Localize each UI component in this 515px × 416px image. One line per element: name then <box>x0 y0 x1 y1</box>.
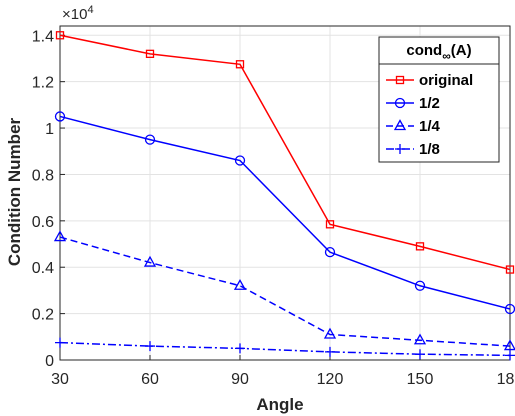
y-axis-label: Condition Number <box>5 117 24 266</box>
series-line <box>59 341 511 357</box>
data-point <box>415 242 425 251</box>
legend-marker <box>393 119 407 131</box>
x-tick-label: 180 <box>497 371 515 388</box>
data-point <box>143 255 157 267</box>
y-tick-label: 1.2 <box>32 75 54 92</box>
data-point <box>144 134 156 145</box>
series-4 <box>55 337 515 361</box>
series-line <box>59 115 511 310</box>
legend-entry: 1/8 <box>386 141 440 158</box>
legend-box <box>378 36 500 163</box>
ticks: 30 60 90 120 150 180 0 0.2 0.4 0.6 0.8 1 1.2 1.4 <box>32 28 515 388</box>
data-point <box>235 60 245 69</box>
data-point <box>55 31 65 40</box>
data-point <box>54 111 66 122</box>
y-multiplier-label: ×104 <box>62 4 94 23</box>
legend-label: 1/2 <box>419 95 440 112</box>
series-3 <box>53 230 515 351</box>
legend-entry: 1/2 <box>386 95 440 112</box>
x-tick-label: 30 <box>51 371 69 388</box>
y-multiplier-base: ×10 <box>62 6 87 23</box>
series-2 <box>54 111 515 315</box>
series-line <box>59 236 511 347</box>
y-tick-label: 1 <box>45 121 54 138</box>
data-point <box>415 349 425 360</box>
legend: cond∞(A) original 1/2 1/4 1/8 <box>378 36 500 163</box>
legend-entry: original <box>386 72 473 89</box>
series-line <box>59 34 511 271</box>
y-multiplier-exponent: 4 <box>87 4 93 16</box>
data-point <box>505 350 515 361</box>
legend-title-sub: ∞ <box>442 49 451 63</box>
legend-title: cond∞(A) <box>406 42 471 63</box>
legend-title-rest: (A) <box>451 42 472 59</box>
data-point <box>145 341 155 352</box>
data-point <box>234 155 246 166</box>
data-point <box>233 278 247 290</box>
data-point <box>325 220 335 229</box>
legend-title-main: cond <box>406 42 442 59</box>
data-point <box>413 333 427 345</box>
data-point <box>503 339 515 351</box>
axes-box <box>59 25 511 361</box>
x-axis-label: Angle <box>256 395 303 414</box>
legend-label: 1/8 <box>419 141 440 158</box>
y-tick-label: 0.2 <box>32 307 54 324</box>
x-tick-label: 60 <box>141 371 159 388</box>
y-tick-label: 1.4 <box>32 28 54 45</box>
y-tick-label: 0 <box>45 353 54 370</box>
legend-marker <box>395 75 405 85</box>
data-point <box>325 346 335 357</box>
series-1 <box>55 31 515 274</box>
legend-entry: 1/4 <box>386 118 441 135</box>
legend-marker <box>394 97 406 109</box>
data-point <box>145 49 155 58</box>
legend-marker <box>395 144 405 154</box>
legend-label: original <box>419 72 473 89</box>
legend-label: 1/4 <box>419 118 441 135</box>
data-point <box>235 343 245 354</box>
series <box>53 31 515 361</box>
y-tick-label: 0.4 <box>32 260 54 277</box>
data-point <box>55 337 65 348</box>
x-tick-label: 90 <box>231 371 249 388</box>
data-point <box>323 327 337 339</box>
data-point <box>414 280 426 291</box>
data-point <box>324 246 336 258</box>
y-tick-label: 0.8 <box>32 167 54 184</box>
x-tick-label: 120 <box>317 371 344 388</box>
y-tick-label: 0.6 <box>32 214 54 231</box>
data-point <box>505 265 515 274</box>
legend-entries: original 1/2 1/4 1/8 <box>386 72 473 158</box>
data-point <box>53 230 67 242</box>
x-tick-label: 150 <box>407 371 434 388</box>
